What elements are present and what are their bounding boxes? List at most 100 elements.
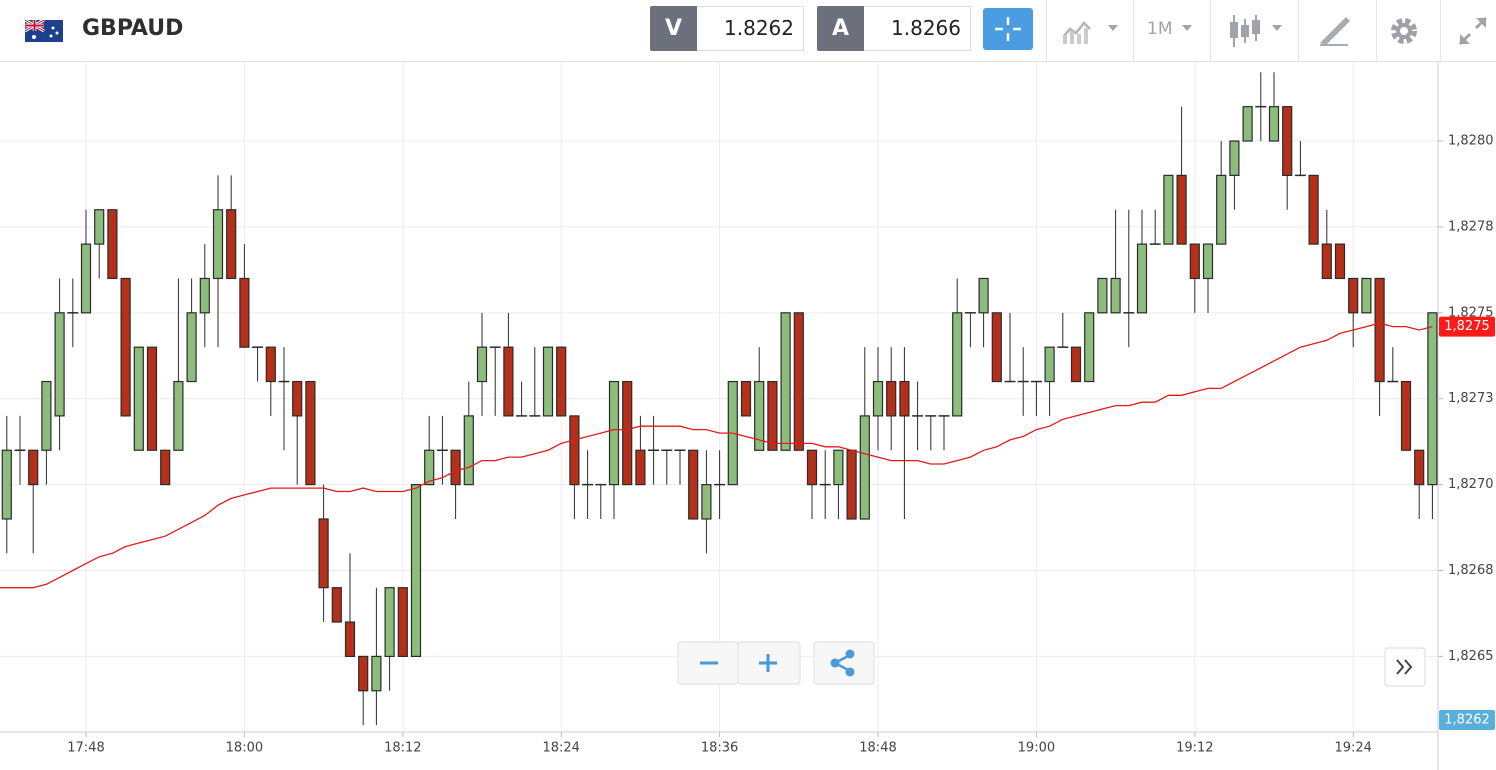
buy-price-box[interactable]: 1.8266 [864,6,971,51]
candle-body [476,346,488,383]
candle-body [1176,174,1187,245]
draw-tool-button[interactable] [1318,15,1352,47]
candle-body [1202,243,1214,280]
y-tick-label: 1,8280 [1448,134,1494,149]
x-tick-label: 19:12 [1176,741,1213,756]
candle-body [146,346,158,451]
sell-price-box[interactable]: 1.8262 [697,6,804,51]
candle-body [133,346,144,451]
price-tag-label: 1,8275 [1444,319,1490,334]
candle-body [199,277,210,314]
candle-body [1097,277,1108,314]
candle-body [1414,449,1425,486]
candle-body [28,449,39,486]
y-tick-label: 1,8268 [1448,563,1494,578]
candle-body [872,380,884,417]
candle-body [846,449,857,520]
bid-tag-label: 1,8262 [1444,713,1490,728]
separator [1376,0,1377,61]
buy-price: 1.8266 [891,16,961,40]
candle-body [635,449,646,486]
candle-body [331,587,342,623]
flag-icon [25,20,63,42]
candle-body [608,380,620,486]
candle-body [688,449,699,520]
x-tick-label: 18:48 [859,741,896,756]
candle-body [1348,277,1359,314]
candle-body [226,209,237,280]
plus-icon [759,654,777,672]
share-button[interactable] [813,641,875,685]
candle-body [978,277,989,314]
x-tick-label: 19:00 [1018,741,1055,756]
candle-body [305,380,316,486]
candle-body [886,380,897,417]
candle-body [41,380,52,451]
bid-tag [1439,710,1495,730]
candle-body [1216,174,1227,245]
candle-body [292,380,303,417]
candle-body [806,449,818,486]
expand-button[interactable] [1456,14,1490,48]
candle-body [833,449,844,486]
x-tick-label: 18:12 [384,741,421,756]
candle-style-button[interactable] [1228,13,1288,49]
y-tick-label: 1,8273 [1448,391,1494,406]
candle-body [1242,106,1253,142]
candle-body [767,380,778,451]
candle-body [344,621,356,658]
candle-body [265,346,276,383]
candle-body [1361,277,1372,314]
y-tick-label: 1,8278 [1448,219,1494,234]
candle-body [754,380,765,451]
share-icon-dot [830,658,840,668]
candle-body [463,415,474,486]
share-icon-dot [845,667,855,677]
timeframe-caret [1182,25,1192,31]
candle-body [1070,346,1082,383]
candle-body [212,209,224,280]
candle-body [186,312,197,383]
candle-body [556,346,567,417]
sell-button[interactable]: V [650,6,697,51]
separator [1440,0,1441,61]
y-tick-label: 1,8270 [1448,477,1494,492]
crosshair-button[interactable] [983,8,1033,50]
zoom-controls [677,641,875,685]
candle-body [740,380,752,417]
x-tick-label: 18:24 [542,741,579,756]
candle-body [107,209,118,280]
candle-body [622,380,633,486]
candle-body [952,312,963,417]
scroll-right-button[interactable] [1384,647,1426,687]
candle-body [160,449,171,486]
candle-body [371,655,382,692]
candle-body [358,655,369,692]
candle-body [1136,243,1148,314]
separator [1133,0,1134,61]
candle-body [701,484,712,520]
candle-body [1110,277,1121,314]
candle-body [1268,106,1280,142]
candle-body [991,312,1002,383]
candle-body [80,243,92,314]
timeframe-button[interactable]: 1M [1147,19,1173,39]
moving-average-line [0,322,1433,589]
candle-body [94,209,105,245]
double-chevron-icon [1396,659,1413,675]
candle-body [54,312,65,417]
candle-body [239,277,250,348]
candle-body [569,415,580,486]
settings-button[interactable] [1388,15,1420,47]
chart-type-button[interactable] [1060,17,1122,45]
candle-body [410,484,422,658]
buy-button[interactable]: A [817,6,864,51]
x-tick-label: 18:36 [701,741,738,756]
candle-body [793,312,804,451]
x-tick-label: 17:48 [67,741,104,756]
candle-body [450,449,461,486]
candle-body [1400,380,1412,451]
